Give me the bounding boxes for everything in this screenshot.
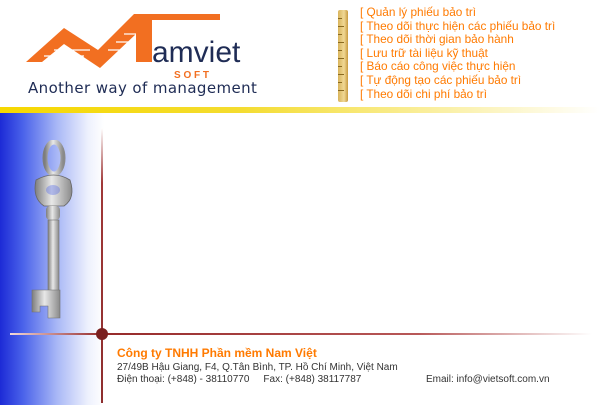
company-address: 27/49B Hậu Giang, F4, Q.Tân Bình, TP. Hồ… (117, 362, 398, 373)
feature-item: [ Lưu trữ tài liệu kỹ thuật (360, 45, 488, 60)
tagline: Another way of management (28, 79, 258, 97)
contact-line: Điện thoại: (+848) - 38110770 Fax: (+848)… (117, 374, 361, 385)
feature-item: [ Theo dõi chi phí bảo trì (360, 86, 488, 101)
divider-intersection-dot (96, 328, 108, 340)
feature-item: [ Theo dõi thời gian bảo hành (360, 32, 514, 47)
email-link[interactable]: Email: info@vietsoft.com.vn (426, 374, 550, 385)
fax-number: Fax: (+848) 38117787 (263, 374, 362, 385)
phone-number: Điện thoại: (+848) - 38110770 (117, 374, 250, 385)
company-name: Công ty TNHH Phần mềm Nam Việt (117, 346, 317, 360)
ruler-icon (338, 10, 348, 102)
feature-item: [ Báo cáo công việc thực hiện (360, 59, 516, 74)
feature-item: [ Theo dõi thực hiện các phiếu bảo trì (360, 18, 556, 33)
logo-sub-text: S O F T (174, 70, 209, 81)
vertical-divider (101, 128, 103, 403)
feature-item: [ Tự động tạo các phiếu bảo trì (360, 72, 522, 87)
logo-brand-text: amviet (152, 36, 241, 69)
horizontal-divider (10, 333, 592, 335)
logo-mark: amviet S O F T (26, 14, 241, 81)
header-divider (0, 107, 600, 113)
key-icon (24, 139, 80, 335)
namviet-logo[interactable]: amviet S O F T (24, 10, 284, 100)
feature-item: [ Quản lý phiếu bảo trì (360, 5, 477, 19)
feature-list: [ Quản lý phiếu bảo trì [ Theo dõi thực … (360, 5, 556, 101)
